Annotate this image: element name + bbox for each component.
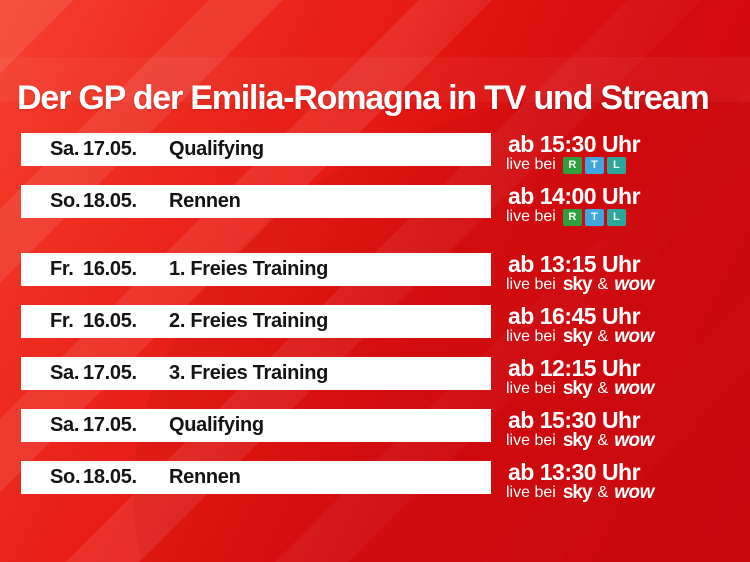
rtl-logo-r-icon: R	[562, 208, 582, 226]
session-box: So. 18.05. Rennen	[21, 461, 491, 494]
session-name: Rennen	[169, 190, 241, 212]
sky-logo: sky	[562, 430, 593, 451]
session-day: So.	[50, 190, 81, 212]
broadcast-channel: live bei sky & wow	[506, 430, 654, 451]
rtl-logo: R T L	[562, 208, 626, 226]
schedule-row: Sa. 17.05. Qualifying ab 15:30 Uhr live …	[21, 408, 654, 450]
session-name: 3. Freies Training	[169, 362, 329, 384]
session-date: 17.05.	[83, 138, 137, 160]
live-prefix: live bei	[506, 432, 556, 449]
broadcast-time: ab 15:30 Uhr	[508, 407, 641, 433]
ampersand: &	[597, 276, 609, 293]
wow-logo: wow	[614, 482, 654, 503]
schedule-list: Sa. 17.05. Qualifying ab 15:30 Uhr live …	[21, 132, 654, 513]
schedule-row: So. 18.05. Rennen ab 13:30 Uhr live bei …	[21, 460, 654, 502]
ampersand: &	[597, 328, 609, 345]
session-date: 18.05.	[83, 190, 137, 212]
broadcast-info: ab 15:30 Uhr live bei R T L	[506, 131, 641, 174]
sky-logo: sky	[562, 482, 593, 503]
schedule-row: Sa. 17.05. 3. Freies Training ab 12:15 U…	[21, 356, 654, 398]
session-box: Sa. 17.05. 3. Freies Training	[21, 357, 491, 390]
session-box: Fr. 16.05. 2. Freies Training	[21, 305, 491, 338]
session-name: Rennen	[169, 466, 241, 488]
broadcast-info: ab 14:00 Uhr live bei R T L	[506, 183, 641, 226]
rtl-logo-t-icon: T	[584, 208, 604, 226]
sky-logo: sky	[562, 378, 593, 399]
ampersand: &	[597, 484, 609, 501]
rtl-logo: R T L	[562, 156, 626, 174]
broadcast-channel: live bei sky & wow	[506, 326, 654, 347]
broadcast-channel: live bei sky & wow	[506, 378, 654, 399]
session-name: Qualifying	[169, 138, 264, 160]
session-date: 18.05.	[83, 466, 137, 488]
broadcast-time: ab 12:15 Uhr	[508, 355, 641, 381]
broadcast-time: ab 13:15 Uhr	[508, 251, 641, 277]
ampersand: &	[597, 432, 609, 449]
wow-logo: wow	[614, 378, 654, 399]
wow-logo: wow	[614, 430, 654, 451]
rtl-logo-l-icon: L	[606, 156, 626, 174]
session-day: So.	[50, 466, 81, 488]
session-date: 17.05.	[83, 414, 137, 436]
wow-logo: wow	[614, 274, 654, 295]
live-prefix: live bei	[506, 276, 556, 293]
live-prefix: live bei	[506, 484, 556, 501]
sky-logo: sky	[562, 326, 593, 347]
session-name: Qualifying	[169, 414, 264, 436]
broadcast-time: ab 14:00 Uhr	[508, 183, 641, 209]
session-day: Fr.	[50, 258, 74, 280]
session-box: Sa. 17.05. Qualifying	[21, 133, 491, 166]
session-box: So. 18.05. Rennen	[21, 185, 491, 218]
session-day: Fr.	[50, 310, 74, 332]
broadcast-channel: live bei R T L	[506, 156, 640, 174]
session-name: 1. Freies Training	[169, 258, 329, 280]
schedule-row: So. 18.05. Rennen ab 14:00 Uhr live bei …	[21, 184, 654, 226]
schedule-row: Sa. 17.05. Qualifying ab 15:30 Uhr live …	[21, 132, 654, 174]
broadcast-info: ab 16:45 Uhr live bei sky & wow	[506, 304, 654, 346]
broadcast-channel: live bei sky & wow	[506, 482, 654, 503]
wow-logo: wow	[614, 326, 654, 347]
rtl-logo-l-icon: L	[606, 208, 626, 226]
session-box: Sa. 17.05. Qualifying	[21, 409, 491, 442]
broadcast-time: ab 16:45 Uhr	[508, 303, 641, 329]
broadcast-info: ab 12:15 Uhr live bei sky & wow	[506, 356, 654, 398]
broadcast-time: ab 15:30 Uhr	[508, 131, 641, 157]
session-day: Sa.	[50, 138, 80, 160]
session-name: 2. Freies Training	[169, 310, 329, 332]
broadcast-channel: live bei sky & wow	[506, 274, 654, 295]
session-date: 16.05.	[83, 258, 137, 280]
live-prefix: live bei	[506, 156, 556, 173]
broadcast-time: ab 13:30 Uhr	[508, 459, 641, 485]
session-day: Sa.	[50, 414, 80, 436]
sky-logo: sky	[562, 274, 593, 295]
session-date: 16.05.	[83, 310, 137, 332]
schedule-row: Fr. 16.05. 1. Freies Training ab 13:15 U…	[21, 252, 654, 294]
live-prefix: live bei	[506, 208, 556, 225]
live-prefix: live bei	[506, 380, 556, 397]
broadcast-channel: live bei R T L	[506, 208, 640, 226]
rtl-logo-r-icon: R	[562, 156, 582, 174]
broadcast-info: ab 15:30 Uhr live bei sky & wow	[506, 408, 654, 450]
ampersand: &	[597, 380, 609, 397]
rtl-logo-t-icon: T	[584, 156, 604, 174]
live-prefix: live bei	[506, 328, 556, 345]
broadcast-info: ab 13:15 Uhr live bei sky & wow	[506, 252, 654, 294]
schedule-row: Fr. 16.05. 2. Freies Training ab 16:45 U…	[21, 304, 654, 346]
session-day: Sa.	[50, 362, 80, 384]
session-date: 17.05.	[83, 362, 137, 384]
session-box: Fr. 16.05. 1. Freies Training	[21, 253, 491, 286]
broadcast-info: ab 13:30 Uhr live bei sky & wow	[506, 460, 654, 502]
page-title: Der GP der Emilia-Romagna in TV und Stre…	[17, 78, 710, 117]
title-band	[0, 57, 750, 102]
